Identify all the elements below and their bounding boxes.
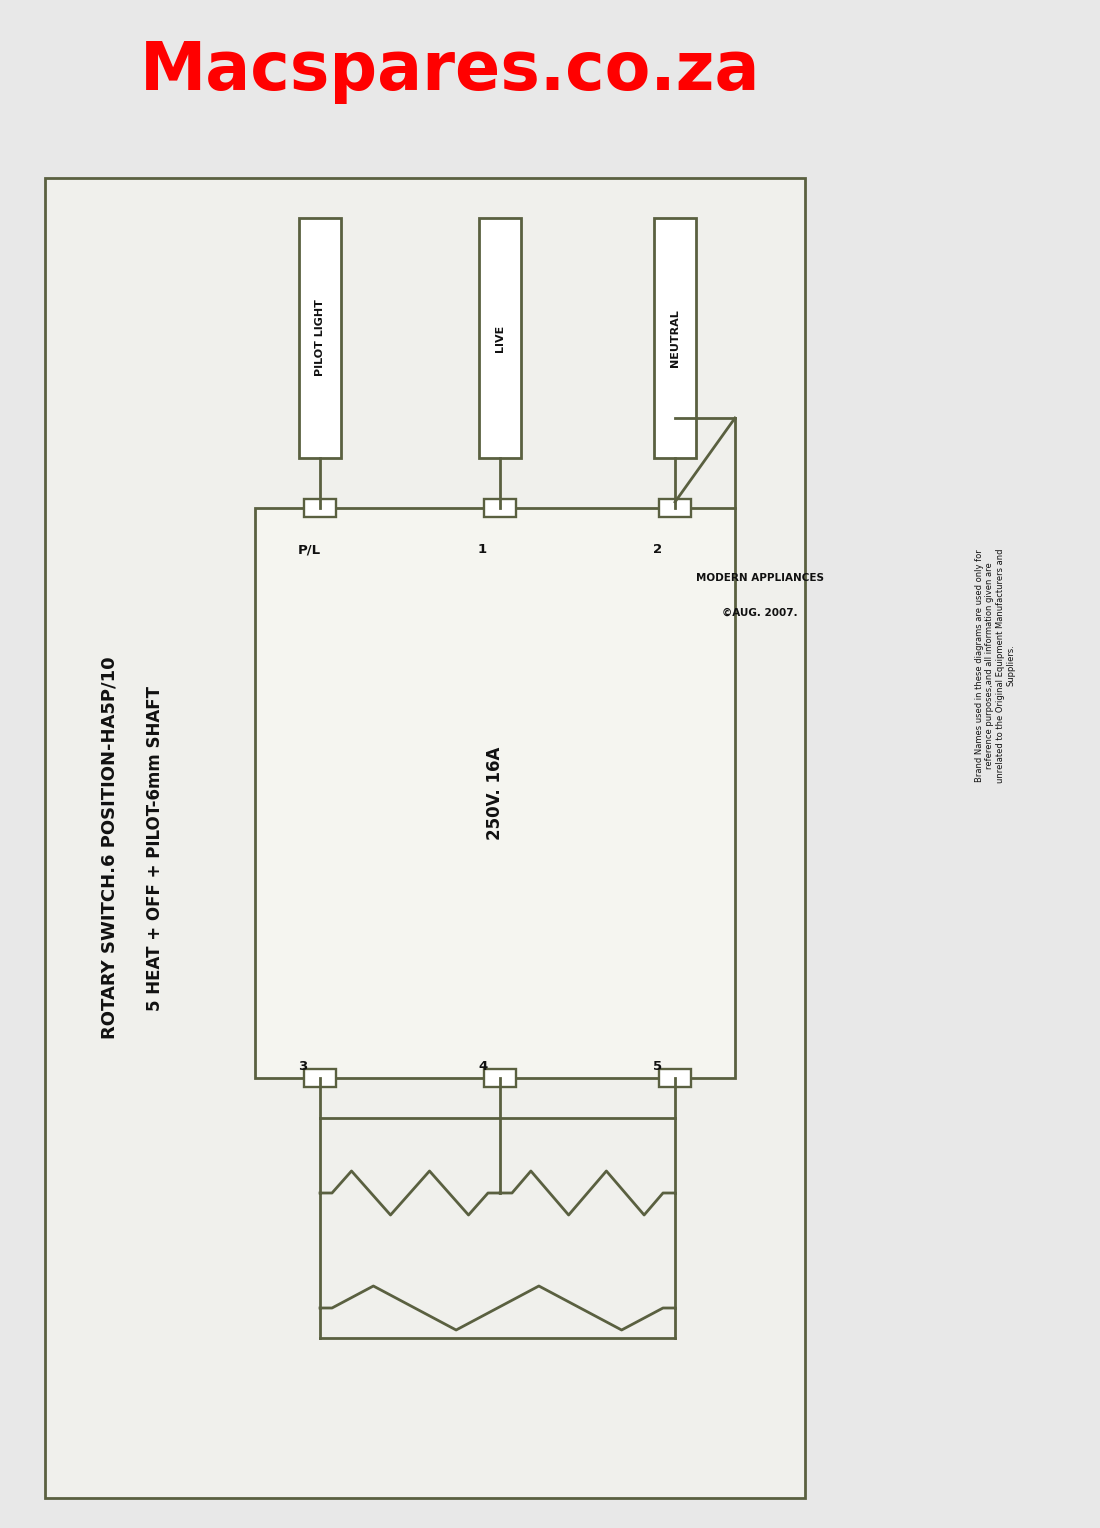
Bar [484,500,516,516]
Text: P/L: P/L [298,542,321,556]
Text: 4: 4 [478,1060,487,1073]
Text: 5: 5 [653,1060,662,1073]
Text: Brand Names used in these diagrams are used only for
reference purposes,and all : Brand Names used in these diagrams are u… [975,549,1015,782]
Bar [659,1070,691,1086]
Text: 3: 3 [298,1060,307,1073]
Bar [45,177,805,1497]
Bar [299,219,341,458]
Text: ROTARY SWITCH.6 POSITION-HA5P/10: ROTARY SWITCH.6 POSITION-HA5P/10 [101,657,119,1039]
Text: NEUTRAL: NEUTRAL [670,309,680,367]
Bar [304,500,336,516]
Text: ©AUG. 2007.: ©AUG. 2007. [723,608,798,617]
Text: 250V. 16A: 250V. 16A [486,746,504,840]
Bar [255,507,735,1077]
Bar [478,219,521,458]
Bar [659,500,691,516]
Text: Macspares.co.za: Macspares.co.za [140,38,760,104]
Text: 5 HEAT + OFF + PILOT-6mm SHAFT: 5 HEAT + OFF + PILOT-6mm SHAFT [146,686,164,1010]
Text: 2: 2 [653,542,662,556]
Text: 1: 1 [478,542,487,556]
Text: MODERN APPLIANCES: MODERN APPLIANCES [696,573,824,584]
Text: PILOT LIGHT: PILOT LIGHT [315,299,324,376]
Bar [484,1070,516,1086]
Bar [304,1070,336,1086]
Text: LIVE: LIVE [495,324,505,351]
Bar [654,219,696,458]
